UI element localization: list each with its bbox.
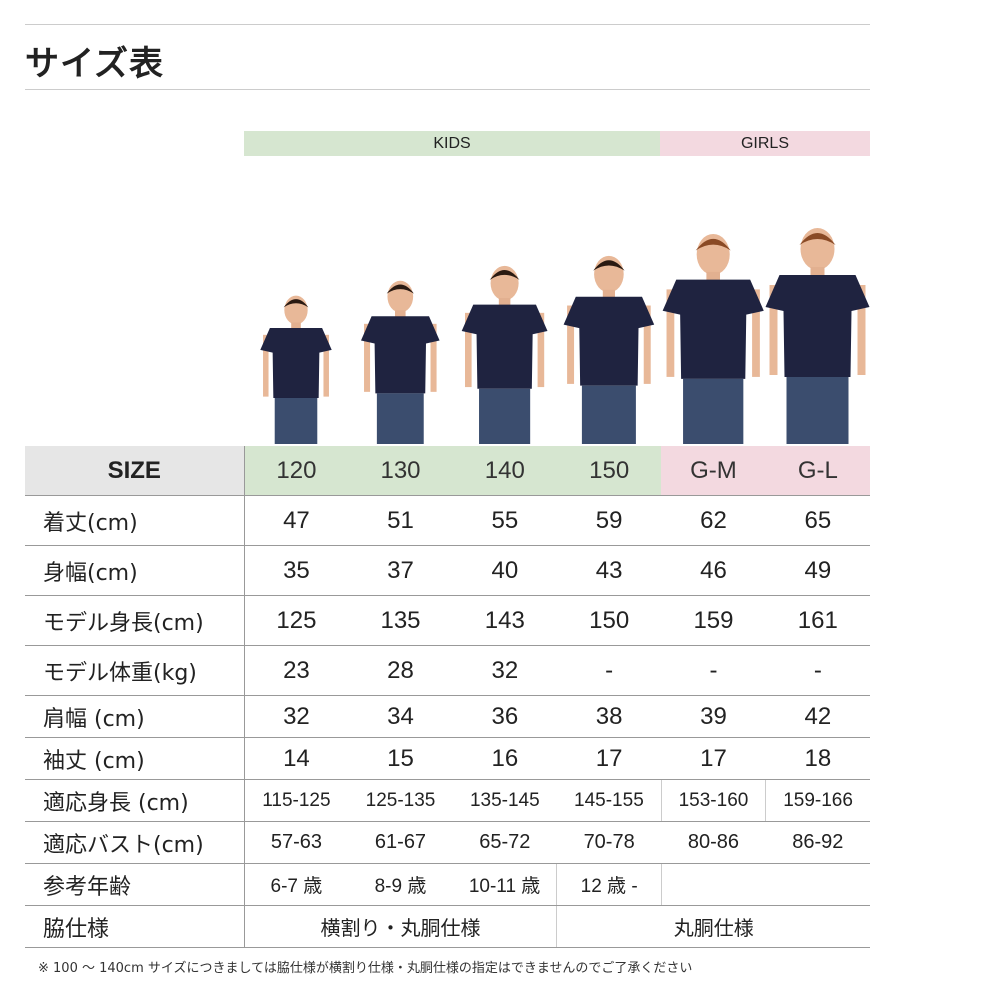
row-value: 70-78 — [556, 821, 662, 864]
table-row: 適応身長 (cm) 115-125 125-135 135-145 145-155 153… — [25, 779, 870, 822]
table-row: 着丈(cm) 47 51 55 59 62 65 — [25, 495, 870, 546]
row-value: 61-67 — [348, 821, 453, 864]
side-kids: 横割り・丸胴仕様 — [244, 905, 557, 948]
row-value: 38 — [556, 695, 662, 738]
model-figure — [563, 255, 655, 444]
row-label: モデル身長(cm) — [25, 595, 245, 646]
size-row: SIZE 120 130 140 150 G-M G-L — [25, 446, 870, 496]
row-label: 肩幅 (cm) — [25, 695, 245, 738]
row-value: 28 — [348, 645, 453, 696]
row-label: 袖丈 (cm) — [25, 737, 245, 780]
table-row: モデル身長(cm) 125 135 143 150 159 161 — [25, 595, 870, 646]
row-value: 135-145 — [452, 779, 557, 822]
size-table: SIZE 120 130 140 150 G-M G-L 着丈(cm) 47 51 55 59 62 65… — [25, 446, 870, 948]
row-value: 17 — [556, 737, 662, 780]
row-value: 39 — [661, 695, 766, 738]
row-value: 47 — [244, 495, 349, 546]
row-value: 42 — [765, 695, 870, 738]
row-value: 135 — [348, 595, 453, 646]
row-value: 125 — [244, 595, 349, 646]
page-title: サイズ表 — [25, 44, 164, 84]
age-row: 参考年齢 6-7 歳 8-9 歳 10-11 歳 12 歳 - — [25, 863, 870, 906]
row-value: 150 — [556, 595, 662, 646]
row-value: 115-125 — [244, 779, 349, 822]
row-value: 80-86 — [661, 821, 766, 864]
row-label: 適応身長 (cm) — [25, 779, 245, 822]
side-row: 脇仕様 横割り・丸胴仕様 丸胴仕様 — [25, 905, 870, 948]
row-value: 55 — [452, 495, 557, 546]
age-value: 10-11 歳 — [452, 863, 557, 906]
size-140: 140 — [452, 446, 557, 496]
row-label: 身幅(cm) — [25, 545, 245, 596]
table-row: モデル体重(kg) 23 28 32- - - — [25, 645, 870, 696]
table-row: 肩幅 (cm) 32 34 36 38 39 42 — [25, 695, 870, 738]
row-value: 34 — [348, 695, 453, 738]
row-value: 32 — [244, 695, 349, 738]
girls-band: GIRLS — [660, 131, 870, 156]
model-figure — [662, 233, 764, 444]
row-label: 参考年齢 — [25, 863, 245, 906]
title-rule — [25, 89, 870, 90]
row-value: 145-155 — [556, 779, 662, 822]
top-rule — [25, 24, 870, 25]
row-value: 36 — [452, 695, 557, 738]
row-value: 51 — [348, 495, 453, 546]
age-empty — [660, 863, 870, 906]
footnote: ※ 100 ～ 140cm サイズにつきましては脇仕様が横割り仕様・丸胴仕様の指… — [38, 961, 693, 976]
row-value: 153-160 — [660, 779, 766, 822]
size-130: 130 — [348, 446, 453, 496]
side-girls: 丸胴仕様 — [556, 905, 870, 948]
row-value: 57-63 — [244, 821, 349, 864]
row-value: 23 — [244, 645, 349, 696]
row-value: 143 — [452, 595, 557, 646]
age-value: 12 歳 - — [556, 863, 662, 906]
row-value: 16 — [452, 737, 557, 780]
row-label: 着丈(cm) — [25, 495, 245, 546]
model-photos — [260, 228, 870, 444]
row-value: 37 — [348, 545, 453, 596]
row-value: - — [661, 645, 766, 696]
row-value: 43 — [556, 545, 662, 596]
row-value: 15 — [348, 737, 453, 780]
size-header: SIZE — [25, 446, 245, 496]
row-label: 脇仕様 — [25, 905, 245, 948]
row-value: - — [556, 645, 662, 696]
size-G-M: G-M — [661, 446, 766, 496]
row-value: 65-72 — [452, 821, 557, 864]
age-value: 6-7 歳 — [244, 863, 349, 906]
row-value: 161 — [765, 595, 870, 646]
row-label: 適応バスト(cm) — [25, 821, 245, 864]
row-value: 125-135 — [348, 779, 453, 822]
model-figure — [461, 265, 548, 444]
row-value: 62 — [661, 495, 766, 546]
row-value: 40 — [452, 545, 557, 596]
table-row: 適応バスト(cm) 57-63 61-67 65-72 70-78 80-86 86-92 — [25, 821, 870, 864]
row-value: 32 — [452, 645, 557, 696]
row-value: 86-92 — [765, 821, 870, 864]
age-value: 8-9 歳 — [348, 863, 453, 906]
row-value: 14 — [244, 737, 349, 780]
model-figure — [765, 228, 870, 444]
row-value: 18 — [765, 737, 870, 780]
size-120: 120 — [244, 446, 349, 496]
size-G-L: G-L — [765, 446, 870, 496]
size-150: 150 — [556, 446, 662, 496]
row-label: モデル体重(kg) — [25, 645, 245, 696]
row-value: 17 — [661, 737, 766, 780]
row-value: 35 — [244, 545, 349, 596]
row-value: - — [765, 645, 870, 696]
row-value: 159-166 — [765, 779, 870, 822]
model-figure — [260, 295, 332, 444]
row-value: 46 — [661, 545, 766, 596]
model-figure — [361, 280, 440, 444]
row-value: 159 — [661, 595, 766, 646]
row-value: 49 — [765, 545, 870, 596]
kids-band: KIDS — [244, 131, 660, 156]
table-row: 身幅(cm) 35 37 40 43 46 49 — [25, 545, 870, 596]
row-value: 59 — [556, 495, 662, 546]
row-value: 65 — [765, 495, 870, 546]
table-row: 袖丈 (cm) 14 15 16 17 17 18 — [25, 737, 870, 780]
